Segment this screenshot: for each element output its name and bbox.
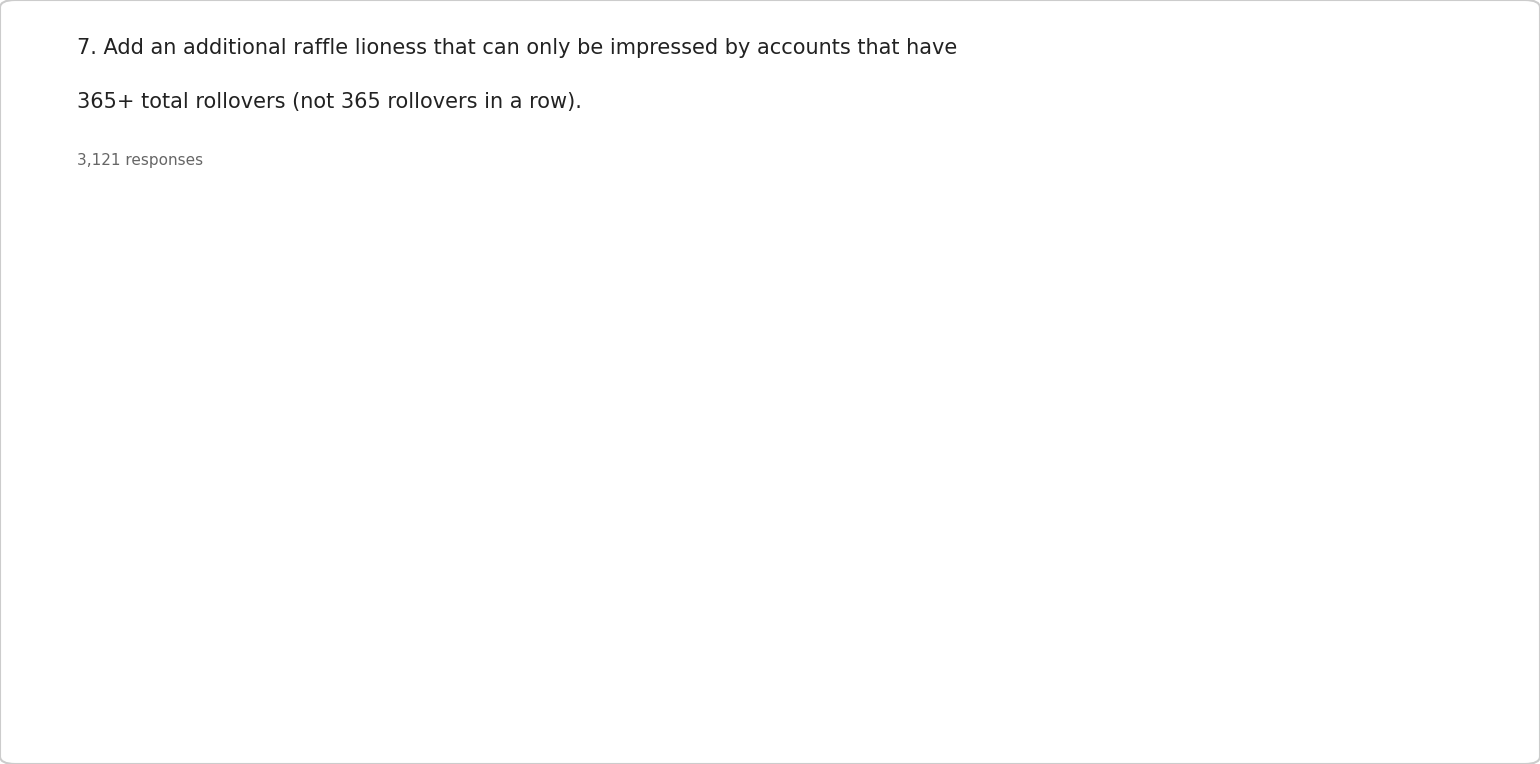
Text: 254 (8.1%): 254 (8.1%) [1223, 597, 1297, 610]
Text: 3,121 responses: 3,121 responses [77, 153, 203, 168]
Text: 280 (
9%): 280 ( 9%) [716, 611, 755, 640]
Text: 365+ total rollovers (not 365 rollovers in a row).: 365+ total rollovers (not 365 rollovers … [77, 92, 582, 112]
Bar [1221, 613, 1300, 688]
Text: 207 (6.6%): 207 (6.6%) [174, 610, 246, 623]
Bar [171, 627, 249, 688]
Bar [565, 668, 644, 688]
Bar [1352, 257, 1431, 688]
Text: 227 (7.3%): 227 (7.3%) [961, 605, 1035, 618]
Bar [827, 639, 906, 688]
Text: 7. Add an additional raffle lioness that can only be impressed by accounts that : 7. Add an additional raffle lioness that… [77, 38, 958, 58]
Text: 60 (1.9%): 60 (1.9%) [310, 653, 374, 666]
Text: 1471 (
47.1%
): 1471 ( 47.1% ) [1368, 264, 1415, 309]
Text: 300 (
9.6%): 300 ( 9.6%) [1107, 606, 1150, 635]
Bar [1090, 600, 1169, 688]
Bar [433, 662, 513, 688]
Bar [302, 670, 380, 688]
Bar [958, 621, 1036, 688]
Text: 168 (5.4%): 168 (5.4%) [830, 622, 902, 635]
Text: 66 (2.1%): 66 (2.1%) [571, 652, 636, 665]
Bar [696, 606, 775, 688]
Text: 88 (2.8%): 88 (2.8%) [440, 646, 505, 659]
